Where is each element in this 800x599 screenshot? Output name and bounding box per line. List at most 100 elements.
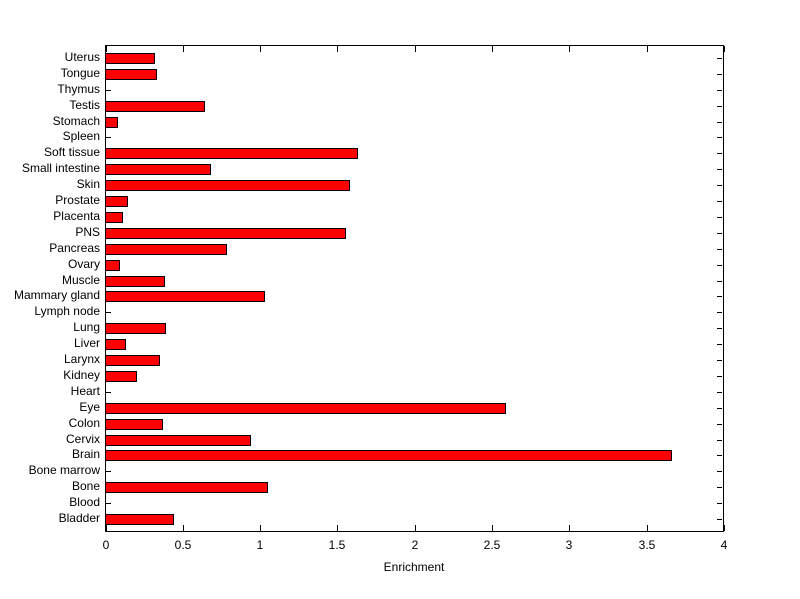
y-tick	[717, 344, 722, 345]
bar	[105, 212, 123, 223]
x-tick	[260, 46, 261, 52]
y-tick-label: Bone marrow	[28, 463, 100, 477]
y-tick-label: Kidney	[63, 368, 100, 382]
bar	[105, 276, 165, 287]
y-tick-label: Spleen	[62, 129, 100, 143]
y-tick-label: Eye	[79, 400, 100, 414]
y-tick	[717, 249, 722, 250]
y-tick	[717, 90, 722, 91]
y-tick	[717, 503, 722, 504]
x-tick-label: 4	[720, 538, 728, 552]
x-tick-label: 2.5	[483, 538, 501, 552]
x-tick	[569, 525, 570, 531]
y-tick-label: Small intestine	[21, 161, 100, 175]
x-axis-title: Enrichment	[383, 560, 445, 574]
bar	[105, 482, 268, 493]
y-tick	[717, 217, 722, 218]
y-tick	[717, 424, 722, 425]
y-tick-label: Cervix	[65, 432, 100, 446]
bar	[105, 323, 166, 334]
bar	[105, 514, 174, 525]
y-tick	[717, 487, 722, 488]
x-tick	[106, 525, 107, 531]
y-tick	[106, 90, 111, 91]
y-tick	[717, 328, 722, 329]
bar	[105, 371, 137, 382]
y-tick	[717, 440, 722, 441]
x-tick	[492, 46, 493, 52]
x-tick-label: 1	[256, 538, 264, 552]
x-tick	[415, 46, 416, 52]
y-tick-label: Prostate	[55, 193, 100, 207]
y-tick-label: Bone	[71, 479, 100, 493]
y-tick	[717, 58, 722, 59]
x-tick	[724, 525, 725, 531]
x-tick	[492, 525, 493, 531]
y-tick	[106, 392, 111, 393]
y-tick	[717, 265, 722, 266]
y-tick-label: Skin	[76, 177, 100, 191]
y-tick	[717, 185, 722, 186]
bar	[105, 291, 265, 302]
y-tick-label: Lung	[73, 320, 100, 334]
bar	[105, 355, 160, 366]
x-tick	[724, 46, 725, 52]
y-tick	[717, 122, 722, 123]
x-tick	[260, 525, 261, 531]
y-tick-label: Pancreas	[49, 241, 100, 255]
y-tick	[717, 312, 722, 313]
y-tick-label: Uterus	[64, 50, 100, 64]
y-tick-label: Heart	[70, 384, 100, 398]
bar	[105, 180, 350, 191]
x-tick	[337, 525, 338, 531]
y-tick-label: Soft tissue	[43, 145, 100, 159]
y-tick	[717, 201, 722, 202]
y-tick	[106, 471, 111, 472]
x-tick	[415, 525, 416, 531]
y-tick-label: Larynx	[63, 352, 100, 366]
y-tick	[717, 74, 722, 75]
y-tick-label: Tongue	[60, 66, 100, 80]
x-tick	[337, 46, 338, 52]
y-tick-label: Muscle	[61, 273, 100, 287]
bar	[105, 260, 120, 271]
y-tick-label: Liver	[73, 336, 100, 350]
y-tick	[717, 376, 722, 377]
y-tick-label: PNS	[75, 225, 100, 239]
y-tick	[106, 312, 111, 313]
x-tick	[647, 46, 648, 52]
bar	[105, 435, 251, 446]
bar	[105, 53, 155, 64]
x-tick	[183, 525, 184, 531]
x-tick-label: 3	[565, 538, 573, 552]
y-tick	[717, 137, 722, 138]
bar	[105, 164, 211, 175]
y-tick	[717, 392, 722, 393]
y-tick	[717, 296, 722, 297]
y-tick-label: Colon	[68, 416, 100, 430]
x-tick	[183, 46, 184, 52]
bar	[105, 403, 506, 414]
y-tick	[717, 169, 722, 170]
y-tick	[106, 137, 111, 138]
y-tick-label: Mammary gland	[13, 288, 100, 302]
bar	[105, 196, 128, 207]
x-tick	[569, 46, 570, 52]
y-tick	[717, 281, 722, 282]
bar	[105, 228, 346, 239]
x-tick-label: 1.5	[328, 538, 346, 552]
x-tick-label: 0	[102, 538, 110, 552]
x-tick	[647, 525, 648, 531]
y-tick-label: Thymus	[57, 82, 100, 96]
bar	[105, 450, 672, 461]
y-tick-label: Bladder	[58, 511, 100, 525]
y-tick	[717, 153, 722, 154]
y-tick-label: Testis	[69, 98, 100, 112]
bar	[105, 101, 205, 112]
x-tick-label: 2	[411, 538, 419, 552]
y-tick-label: Brain	[71, 447, 100, 461]
bar	[105, 419, 163, 430]
y-tick	[106, 503, 111, 504]
x-tick	[106, 46, 107, 52]
